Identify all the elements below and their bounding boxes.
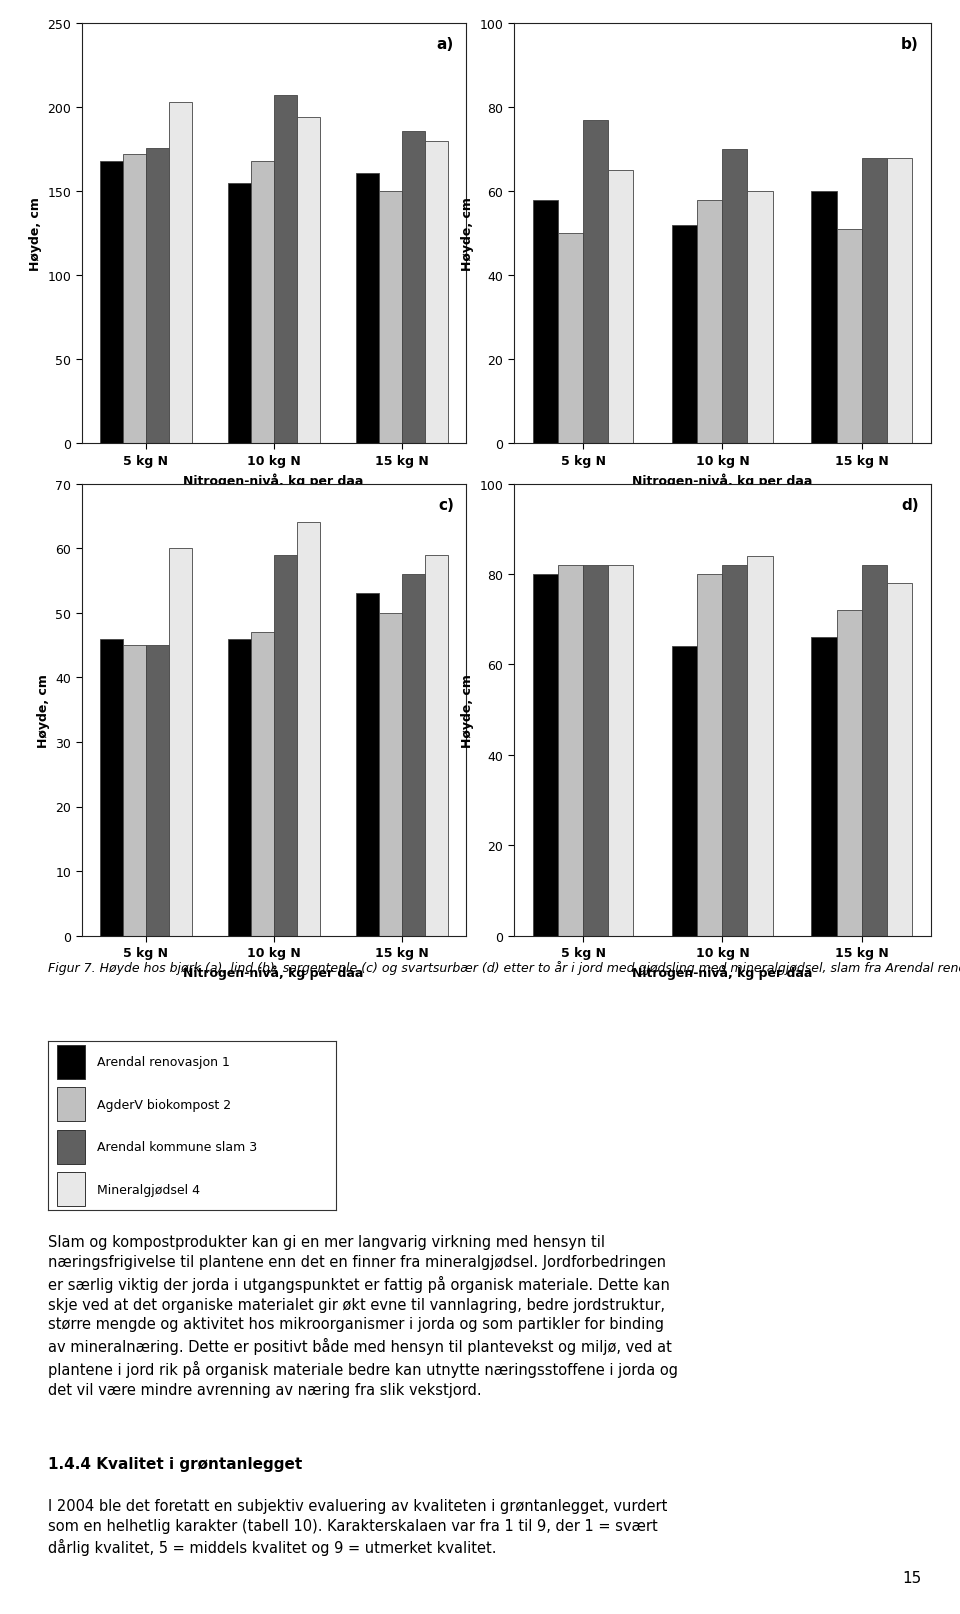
Bar — [169, 549, 192, 936]
Text: Mineralgjødsel 4: Mineralgjødsel 4 — [97, 1183, 200, 1196]
Bar — [836, 610, 861, 936]
Bar — [584, 121, 609, 444]
Bar — [748, 192, 773, 444]
Text: b): b) — [900, 37, 919, 52]
Bar — [228, 184, 251, 444]
Bar — [424, 555, 447, 936]
Bar — [811, 638, 836, 936]
Bar — [100, 161, 123, 444]
Bar — [401, 132, 424, 444]
Bar — [123, 155, 146, 444]
Bar — [123, 646, 146, 936]
Text: c): c) — [438, 497, 454, 513]
Bar — [146, 148, 169, 444]
Bar — [57, 1130, 85, 1164]
Text: Figur 7. Høyde hos bjørk (a), lind (b), sargenteple (c) og svartsurbær (d) etter: Figur 7. Høyde hos bjørk (a), lind (b), … — [48, 960, 960, 975]
Bar — [558, 234, 584, 444]
Bar — [297, 523, 320, 936]
Bar — [251, 161, 274, 444]
Y-axis label: Høyde, cm: Høyde, cm — [461, 673, 473, 747]
Bar — [424, 142, 447, 444]
Bar — [274, 555, 297, 936]
Text: Arendal kommune slam 3: Arendal kommune slam 3 — [97, 1141, 257, 1154]
Bar — [228, 639, 251, 936]
Bar — [609, 565, 634, 936]
Text: AgderV biokompost 2: AgderV biokompost 2 — [97, 1098, 231, 1110]
Bar — [533, 575, 558, 936]
Text: d): d) — [901, 497, 919, 513]
Bar — [811, 192, 836, 444]
Y-axis label: Høyde, cm: Høyde, cm — [36, 673, 50, 747]
Bar — [836, 229, 861, 444]
Text: a): a) — [437, 37, 454, 52]
Bar — [378, 613, 401, 936]
Bar — [584, 565, 609, 936]
Bar — [57, 1046, 85, 1080]
Bar — [100, 639, 123, 936]
Bar — [672, 647, 697, 936]
Y-axis label: Høyde, cm: Høyde, cm — [29, 197, 41, 271]
Bar — [861, 565, 887, 936]
Bar — [57, 1088, 85, 1122]
Text: Arendal renovasjon 1: Arendal renovasjon 1 — [97, 1056, 229, 1068]
X-axis label: Nitrogen-nivå, kg per daa: Nitrogen-nivå, kg per daa — [633, 473, 812, 487]
Bar — [861, 158, 887, 444]
Text: I 2004 ble det foretatt en subjektiv evaluering av kvaliteten i grøntanlegget, v: I 2004 ble det foretatt en subjektiv eva… — [48, 1498, 667, 1556]
Bar — [558, 565, 584, 936]
Bar — [146, 646, 169, 936]
Bar — [251, 633, 274, 936]
Text: 1.4.4 Kvalitet i grøntanlegget: 1.4.4 Kvalitet i grøntanlegget — [48, 1456, 302, 1470]
X-axis label: Nitrogen-nivå, kg per daa: Nitrogen-nivå, kg per daa — [183, 473, 364, 487]
Text: 15: 15 — [902, 1570, 922, 1585]
Bar — [697, 200, 723, 444]
X-axis label: Nitrogen-nivå, kg per daa: Nitrogen-nivå, kg per daa — [633, 965, 812, 980]
Text: Slam og kompostprodukter kan gi en mer langvarig virkning med hensyn til
nærings: Slam og kompostprodukter kan gi en mer l… — [48, 1235, 678, 1396]
Bar — [609, 171, 634, 444]
Bar — [722, 150, 748, 444]
Bar — [297, 118, 320, 444]
Bar — [274, 97, 297, 444]
Y-axis label: Høyde, cm: Høyde, cm — [461, 197, 473, 271]
Bar — [722, 565, 748, 936]
Bar — [57, 1172, 85, 1206]
Bar — [378, 192, 401, 444]
Bar — [887, 158, 912, 444]
Bar — [355, 594, 378, 936]
Bar — [169, 103, 192, 444]
Bar — [533, 200, 558, 444]
X-axis label: Nitrogen-nivå, kg per daa: Nitrogen-nivå, kg per daa — [183, 965, 364, 980]
Bar — [748, 557, 773, 936]
Bar — [697, 575, 723, 936]
Bar — [672, 226, 697, 444]
Bar — [887, 584, 912, 936]
Bar — [401, 575, 424, 936]
Bar — [355, 174, 378, 444]
